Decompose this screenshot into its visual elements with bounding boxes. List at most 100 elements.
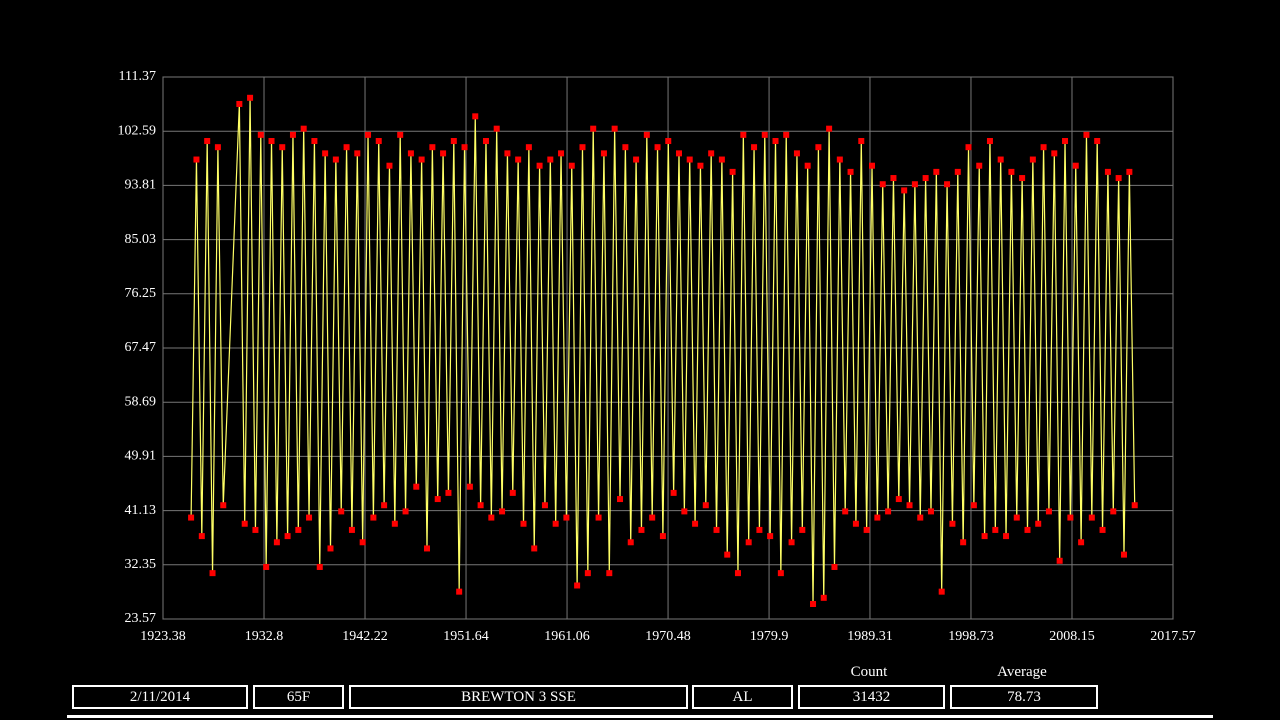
- data-point: [713, 526, 720, 533]
- data-point: [541, 502, 548, 509]
- data-point: [456, 588, 463, 595]
- data-point: [938, 588, 945, 595]
- data-point: [289, 131, 296, 138]
- data-point: [413, 483, 420, 490]
- data-point: [563, 514, 570, 521]
- data-point: [236, 100, 243, 107]
- data-point: [890, 175, 897, 182]
- x-tick-label: 1989.31: [847, 629, 893, 644]
- data-point: [424, 545, 431, 552]
- data-point: [359, 539, 366, 546]
- x-tick-label: 1942.22: [342, 629, 388, 644]
- data-point: [638, 526, 645, 533]
- data-point: [965, 144, 972, 151]
- x-tick-label: 1923.38: [140, 629, 186, 644]
- bottom-rule: [67, 715, 1213, 718]
- data-point: [724, 551, 731, 558]
- data-point: [531, 545, 538, 552]
- data-point: [590, 125, 597, 132]
- data-point: [440, 150, 447, 157]
- data-point: [767, 533, 774, 540]
- y-tick-label: 23.57: [125, 611, 157, 626]
- data-point: [552, 520, 559, 527]
- data-point: [826, 125, 833, 132]
- y-tick-label: 58.69: [125, 394, 157, 409]
- data-point: [482, 138, 489, 145]
- data-point: [944, 181, 951, 188]
- data-point: [922, 175, 929, 182]
- y-tick-label: 102.59: [118, 123, 157, 138]
- data-point: [295, 526, 302, 533]
- data-point: [702, 502, 709, 509]
- data-point: [649, 514, 656, 521]
- data-point: [718, 156, 725, 163]
- state-box: AL: [692, 685, 793, 709]
- data-point: [515, 156, 522, 163]
- data-point: [354, 150, 361, 157]
- data-point: [402, 508, 409, 515]
- data-point: [858, 138, 865, 145]
- data-point: [595, 514, 602, 521]
- data-point: [188, 514, 195, 521]
- data-point: [220, 502, 227, 509]
- data-point: [466, 483, 473, 490]
- y-tick-label: 111.37: [119, 69, 156, 84]
- data-point: [450, 138, 457, 145]
- data-point: [847, 168, 854, 175]
- data-point: [257, 131, 264, 138]
- data-point: [1045, 508, 1052, 515]
- data-point: [1008, 168, 1015, 175]
- data-point: [327, 545, 334, 552]
- data-point: [906, 502, 913, 509]
- data-point: [1126, 168, 1133, 175]
- data-point: [1029, 156, 1036, 163]
- data-point: [338, 508, 345, 515]
- data-point: [1104, 168, 1111, 175]
- data-point: [777, 570, 784, 577]
- data-point: [370, 514, 377, 521]
- temperature-box: 65F: [253, 685, 344, 709]
- data-point: [1083, 131, 1090, 138]
- data-point: [343, 144, 350, 151]
- data-point: [788, 539, 795, 546]
- data-point: [263, 563, 270, 570]
- data-point: [209, 570, 216, 577]
- data-point: [204, 138, 211, 145]
- data-point: [949, 520, 956, 527]
- data-point: [525, 144, 532, 151]
- data-point: [670, 489, 677, 496]
- data-point: [558, 150, 565, 157]
- data-point: [643, 131, 650, 138]
- data-point: [917, 514, 924, 521]
- data-point: [708, 150, 715, 157]
- count-box: 31432: [798, 685, 945, 709]
- data-point: [686, 156, 693, 163]
- y-tick-label: 41.13: [125, 503, 157, 518]
- date-box: 2/11/2014: [72, 685, 248, 709]
- data-point: [348, 526, 355, 533]
- data-point: [976, 162, 983, 169]
- data-point: [1110, 508, 1117, 515]
- station-box: BREWTON 3 SSE: [349, 685, 688, 709]
- data-point: [434, 496, 441, 503]
- data-point: [332, 156, 339, 163]
- data-point: [772, 138, 779, 145]
- data-point: [751, 144, 758, 151]
- data-point: [241, 520, 248, 527]
- data-point: [1003, 533, 1010, 540]
- count-header: Count: [850, 664, 888, 680]
- data-point: [279, 144, 286, 151]
- data-point: [954, 168, 961, 175]
- data-point: [885, 508, 892, 515]
- data-point: [547, 156, 554, 163]
- data-point: [622, 144, 629, 151]
- data-point: [386, 162, 393, 169]
- x-tick-label: 1951.64: [443, 629, 489, 644]
- data-point: [418, 156, 425, 163]
- data-point: [970, 502, 977, 509]
- data-point: [692, 520, 699, 527]
- x-tick-label: 2017.57: [1150, 629, 1196, 644]
- chart: 23.57 32.35 41.13 49.91 58.69 67.47 76.25 85.03…: [118, 69, 1196, 644]
- data-point: [836, 156, 843, 163]
- data-point: [627, 539, 634, 546]
